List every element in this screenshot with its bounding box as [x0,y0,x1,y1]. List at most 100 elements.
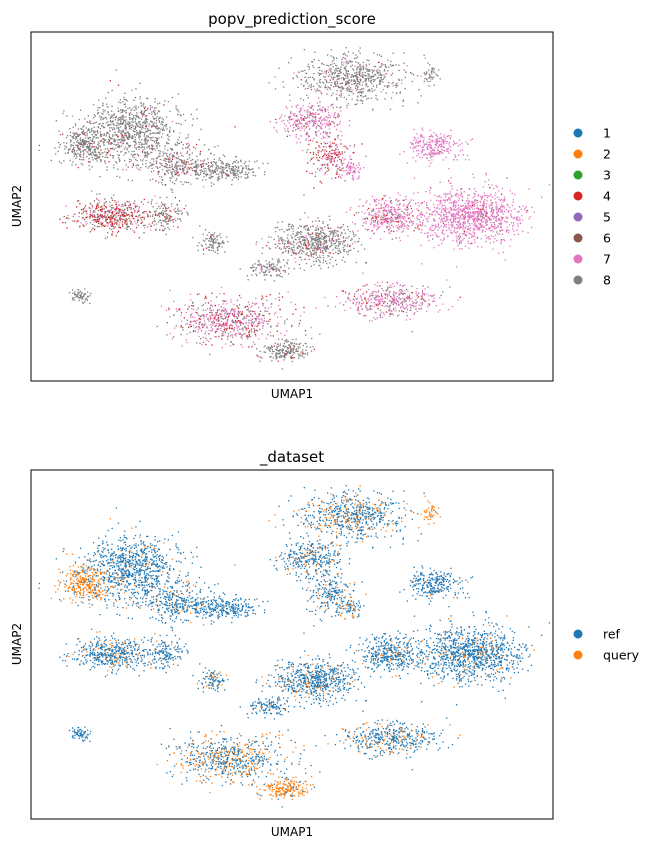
point-cluster-0 [138,146,141,148]
point-cluster-12 [497,210,499,213]
point-cluster-0 [153,109,155,111]
point-cluster-4 [117,212,120,214]
point-cluster-4 [119,217,121,219]
point-cluster-0 [125,121,127,123]
point-cluster-2 [178,174,180,177]
point-cluster-7 [373,80,375,82]
point-cluster-6 [202,233,204,235]
point-cluster-7 [401,79,403,81]
point-cluster-6 [223,242,225,244]
point-cluster-10 [446,150,448,153]
point-cluster-4 [111,199,114,201]
point-cluster-12 [468,216,471,218]
point-cluster-7 [359,74,361,77]
point-cluster-1 [69,159,71,161]
point-cluster-4 [80,208,83,211]
point-cluster-9 [331,156,333,158]
point-cluster-0 [148,145,150,147]
point-cluster-7 [331,77,333,79]
point-cluster-2 [181,168,184,170]
point-cluster-2 [148,165,150,168]
point-cluster-3 [217,179,219,182]
point-cluster-6 [204,240,206,242]
point-cluster-10 [431,141,434,143]
point-cluster-4 [105,220,107,222]
point-cluster-4 [109,228,111,230]
point-cluster-12 [473,228,475,231]
point-cluster-12 [455,209,457,211]
point-cluster-8 [327,109,329,111]
point-cluster-4 [106,225,109,227]
point-cluster-7 [347,62,350,64]
point-cluster-0 [147,107,149,110]
point-cluster-8 [316,141,319,143]
point-cluster-5 [162,203,164,206]
point-cluster-0 [123,96,125,99]
point-cluster-7 [344,84,347,86]
point-cluster-0 [128,123,130,125]
point-cluster-7 [377,69,379,71]
point-cluster-11 [347,172,349,174]
point-cluster-12 [498,222,500,225]
point-cluster-12 [482,206,484,209]
point-cluster-7 [381,79,383,81]
point-cluster-10 [423,139,425,142]
point-cluster-2 [188,157,190,159]
point-cluster-12 [436,210,438,213]
point-cluster-9 [317,154,320,156]
point-cluster-12 [488,217,490,219]
point-cluster-0 [91,143,94,145]
point-cluster-3 [213,171,215,173]
point-cluster-12 [513,230,515,232]
point-cluster-12 [462,239,464,241]
point-cluster-3 [245,165,247,167]
point-cluster-5 [170,210,172,212]
point-cluster-12 [421,213,423,215]
point-cluster-4 [109,218,111,220]
point-cluster-12 [440,221,442,223]
point-cluster-7 [330,67,332,70]
point-cluster-3 [215,168,217,170]
point-cluster-7 [420,95,422,97]
point-cluster-0 [128,114,131,116]
point-cluster-0 [96,137,98,139]
point-cluster-9 [344,151,346,153]
point-cluster-12 [446,199,448,201]
point-cluster-8 [295,136,297,138]
point-cluster-0 [133,150,135,153]
point-cluster-7 [335,68,337,71]
point-cluster-7 [390,97,393,99]
point-cluster-1 [85,140,88,142]
point-cluster-1 [90,148,92,150]
point-cluster-1 [100,135,102,137]
point-cluster-0 [138,136,140,138]
point-cluster-7 [304,69,306,72]
point-cluster-0 [109,120,112,122]
point-cluster-0 [132,135,134,137]
point-cluster-12 [512,199,515,201]
point-cluster-9 [334,138,336,140]
point-cluster-0 [167,134,169,136]
point-cluster-0 [103,140,105,142]
point-cluster-9 [334,153,336,155]
point-cluster-4 [124,220,126,222]
point-cluster-12 [496,215,498,217]
point-cluster-7 [306,79,308,81]
point-cluster-8 [324,136,326,139]
point-cluster-10 [409,146,412,149]
point-cluster-0 [107,111,109,114]
point-cluster-2 [177,161,179,163]
point-cluster-3 [221,171,223,173]
point-cluster-0 [92,159,94,161]
point-cluster-0 [118,146,120,148]
point-cluster-0 [93,114,96,116]
point-cluster-0 [117,157,120,159]
point-cluster-8 [325,108,327,111]
point-cluster-12 [455,217,457,220]
point-cluster-0 [125,125,127,127]
point-cluster-5 [144,224,146,226]
point-cluster-7 [378,80,381,83]
point-cluster-0 [38,149,40,151]
point-cluster-7 [366,65,368,67]
point-cluster-12 [450,231,452,234]
